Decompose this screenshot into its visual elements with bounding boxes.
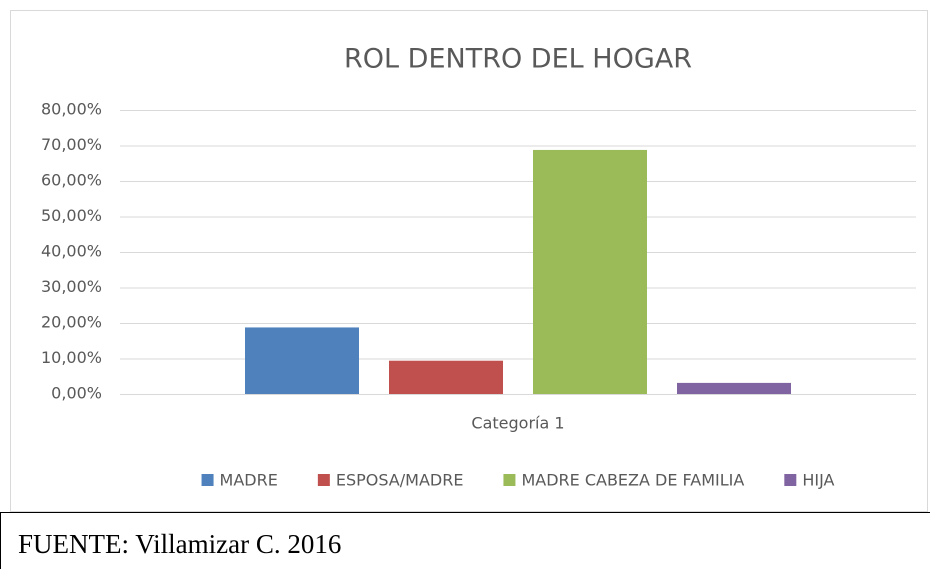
legend-swatch bbox=[503, 474, 516, 486]
legend-label: MADRE bbox=[220, 471, 278, 490]
source-text: FUENTE: Villamizar C. 2016 bbox=[18, 529, 341, 559]
chart-title: ROL DENTRO DEL HOGAR bbox=[344, 44, 692, 75]
bar bbox=[533, 149, 647, 394]
y-tick-label: 30,00% bbox=[41, 277, 102, 296]
y-tick-label: 70,00% bbox=[41, 135, 102, 154]
legend-label: ESPOSA/MADRE bbox=[336, 471, 464, 490]
y-tick-label: 0,00% bbox=[51, 384, 102, 403]
legend-label: HIJA bbox=[802, 471, 834, 490]
y-tick-label: 80,00% bbox=[41, 100, 102, 119]
legend-label: MADRE CABEZA DE FAMILIA bbox=[521, 471, 744, 490]
x-tick-label: Categoría 1 bbox=[471, 414, 564, 433]
bar bbox=[389, 360, 503, 394]
y-tick-label: 10,00% bbox=[41, 348, 102, 367]
y-tick-label: 40,00% bbox=[41, 242, 102, 261]
y-tick-label: 50,00% bbox=[41, 206, 102, 225]
bar bbox=[245, 327, 359, 394]
y-tick-label: 60,00% bbox=[41, 171, 102, 190]
y-tick-label: 20,00% bbox=[41, 313, 102, 332]
bar bbox=[677, 382, 791, 394]
legend-swatch bbox=[784, 474, 797, 486]
legend-swatch bbox=[317, 474, 330, 486]
chart-border bbox=[10, 10, 928, 512]
legend-swatch bbox=[201, 474, 214, 486]
